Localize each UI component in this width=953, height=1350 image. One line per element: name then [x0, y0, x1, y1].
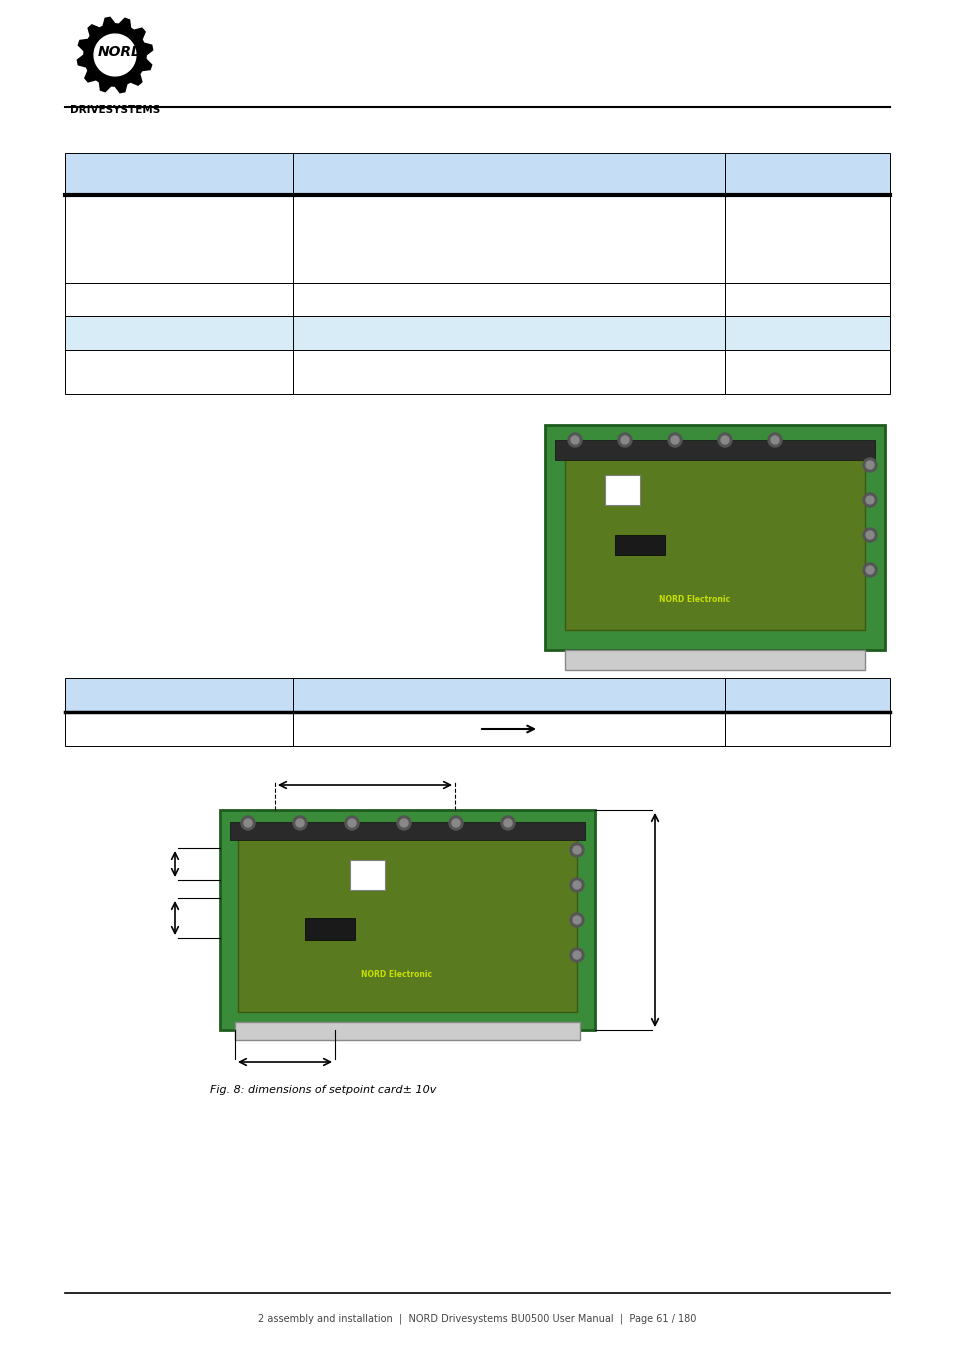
Polygon shape — [94, 34, 135, 76]
Bar — [724, 194, 889, 284]
Circle shape — [767, 433, 781, 447]
Text: Fig. 8: dimensions of setpoint card± 10v: Fig. 8: dimensions of setpoint card± 10v — [210, 1085, 436, 1095]
Circle shape — [569, 842, 583, 857]
Circle shape — [567, 433, 581, 447]
Circle shape — [396, 815, 411, 830]
Polygon shape — [77, 18, 152, 93]
Bar — [65, 678, 293, 711]
Bar — [724, 153, 889, 194]
Circle shape — [293, 815, 307, 830]
Circle shape — [449, 815, 462, 830]
Bar — [305, 918, 355, 940]
Bar — [293, 711, 724, 747]
Bar — [293, 316, 724, 350]
Circle shape — [573, 917, 580, 923]
Circle shape — [573, 882, 580, 890]
Circle shape — [569, 878, 583, 892]
Bar — [293, 678, 724, 711]
Bar — [65, 153, 293, 194]
Circle shape — [620, 436, 628, 444]
Circle shape — [720, 436, 728, 444]
Circle shape — [718, 433, 731, 447]
Bar — [564, 649, 864, 670]
Circle shape — [618, 433, 631, 447]
Text: 2 assembly and installation  |  NORD Drivesystems BU0500 User Manual  |  Page 61: 2 assembly and installation | NORD Drive… — [257, 1314, 696, 1323]
Circle shape — [348, 819, 355, 828]
Bar — [724, 711, 889, 747]
Bar — [234, 1022, 579, 1040]
Bar — [724, 678, 889, 711]
Circle shape — [295, 819, 304, 828]
Bar — [293, 153, 724, 194]
Text: DRIVESYSTEMS: DRIVESYSTEMS — [70, 105, 160, 115]
Bar — [230, 822, 584, 840]
Bar — [65, 316, 293, 350]
Bar — [724, 350, 889, 394]
Bar — [65, 711, 293, 747]
Circle shape — [865, 531, 873, 539]
Bar — [237, 828, 577, 1012]
Circle shape — [862, 563, 876, 576]
Bar — [220, 810, 595, 1030]
Circle shape — [865, 566, 873, 574]
Bar — [564, 446, 864, 630]
Text: NORD Electronic: NORD Electronic — [361, 971, 432, 979]
Bar — [544, 425, 884, 649]
Circle shape — [667, 433, 681, 447]
Bar — [65, 194, 293, 284]
Circle shape — [569, 913, 583, 927]
Circle shape — [670, 436, 679, 444]
Circle shape — [399, 819, 408, 828]
Circle shape — [244, 819, 252, 828]
Bar — [615, 535, 664, 555]
Circle shape — [770, 436, 779, 444]
Circle shape — [573, 846, 580, 855]
Bar — [293, 284, 724, 316]
Circle shape — [571, 436, 578, 444]
Circle shape — [503, 819, 512, 828]
Circle shape — [862, 458, 876, 472]
Circle shape — [865, 495, 873, 504]
Circle shape — [862, 528, 876, 541]
Text: NORD Electronic: NORD Electronic — [659, 595, 730, 603]
Circle shape — [865, 460, 873, 468]
Circle shape — [862, 493, 876, 508]
Bar — [724, 284, 889, 316]
Bar — [724, 316, 889, 350]
Bar — [604, 475, 639, 505]
Circle shape — [241, 815, 254, 830]
Bar — [350, 860, 385, 890]
Circle shape — [345, 815, 358, 830]
Bar — [293, 350, 724, 394]
Bar — [293, 194, 724, 284]
Bar — [65, 284, 293, 316]
Circle shape — [569, 948, 583, 963]
Bar — [65, 350, 293, 394]
Circle shape — [452, 819, 459, 828]
Bar — [555, 440, 874, 460]
Circle shape — [573, 950, 580, 958]
Circle shape — [500, 815, 515, 830]
Text: NORD: NORD — [97, 45, 143, 59]
